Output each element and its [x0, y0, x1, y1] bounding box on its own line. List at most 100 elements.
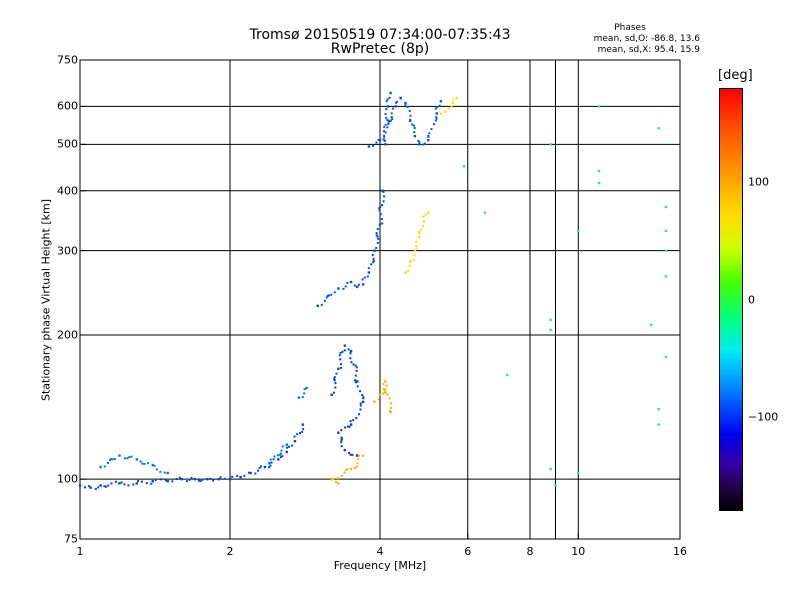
echo-point — [323, 299, 326, 302]
echo-point — [139, 460, 142, 463]
echo-point — [382, 190, 385, 193]
chart-title: Tromsø 20150519 07:34:00-07:35:43 — [249, 27, 511, 43]
echo-point — [286, 446, 289, 449]
x-tick-label: 10 — [571, 545, 586, 558]
echo-point — [361, 283, 365, 286]
echo-point — [383, 195, 386, 198]
echo-point — [340, 438, 343, 441]
echo-point — [382, 130, 385, 133]
echo-point — [153, 464, 156, 467]
echo-point — [417, 139, 420, 142]
echo-point — [409, 114, 412, 117]
echo-point — [355, 465, 358, 468]
echo-point — [296, 433, 299, 436]
echo-point — [657, 127, 660, 130]
colorbar-unit: [deg] — [718, 68, 753, 83]
echo-point — [349, 357, 352, 360]
echo-point — [89, 486, 92, 489]
echo-point — [391, 107, 394, 110]
echo-point — [377, 237, 380, 240]
echo-point — [418, 230, 421, 233]
echo-point — [549, 328, 552, 332]
echo-point — [128, 456, 131, 459]
echo-point — [278, 453, 281, 456]
echo-point — [404, 101, 407, 105]
echo-point — [577, 471, 580, 475]
echo-point — [375, 141, 378, 144]
echo-point — [577, 229, 580, 232]
echo-point — [272, 458, 275, 461]
echo-point — [108, 459, 111, 462]
echo-point — [439, 112, 443, 115]
echo-point — [354, 364, 357, 367]
echo-point — [254, 472, 257, 475]
echo-point — [340, 436, 343, 439]
echo-point — [293, 435, 296, 438]
echo-point — [344, 426, 347, 429]
echo-point — [372, 144, 375, 147]
echo-point — [193, 477, 197, 481]
echo-point — [404, 271, 407, 274]
echo-point — [269, 458, 272, 461]
echo-point — [123, 483, 126, 486]
echo-point — [373, 400, 376, 404]
echo-point — [356, 385, 359, 388]
echo-point — [483, 211, 487, 214]
echo-point — [88, 485, 91, 488]
echo-point — [243, 474, 246, 477]
echo-point — [330, 293, 333, 296]
echo-point — [389, 119, 392, 122]
echo-point — [259, 465, 262, 468]
echo-point — [358, 454, 361, 457]
chart-subtitle: RwPretec (8p) — [330, 41, 430, 57]
echo-point — [379, 213, 382, 216]
echo-point — [339, 363, 342, 366]
echo-point — [159, 470, 162, 473]
x-tick-label: 8 — [526, 545, 534, 558]
echo-point — [302, 428, 305, 431]
echo-point — [411, 123, 414, 126]
x-tick-label: 16 — [673, 545, 687, 558]
echo-point — [339, 351, 342, 354]
echo-point — [427, 139, 430, 142]
echo-point — [649, 323, 653, 327]
echo-point — [357, 283, 360, 286]
echo-point — [432, 123, 435, 126]
echo-point — [370, 263, 373, 266]
echo-point — [346, 425, 349, 428]
echo-point — [378, 209, 381, 212]
echo-point — [349, 467, 353, 471]
echo-point — [597, 181, 601, 185]
echo-point — [428, 132, 431, 135]
echo-point — [103, 465, 106, 468]
echo-point — [384, 123, 387, 126]
x-tick-label: 6 — [464, 545, 472, 558]
echo-point — [462, 165, 466, 168]
echo-point — [198, 479, 201, 482]
echo-point — [151, 480, 155, 483]
echo-point — [103, 485, 106, 488]
echo-point — [390, 116, 393, 119]
echo-point — [351, 453, 354, 456]
colorbar-tick-label: 100 — [748, 175, 769, 189]
echo-point — [285, 443, 288, 446]
echo-point — [141, 462, 144, 465]
phase-stats: Phases mean, sd,O: -86.8, 13.6 mean, sd,… — [560, 23, 700, 56]
echo-point — [362, 396, 365, 399]
echo-point — [438, 104, 441, 107]
echo-point — [435, 117, 438, 120]
echo-point — [188, 478, 191, 481]
echo-point — [350, 361, 353, 364]
echo-point — [219, 476, 222, 479]
echo-point — [104, 485, 107, 488]
echo-point — [190, 476, 193, 479]
y-tick-label: 750 — [57, 53, 78, 67]
echo-point — [387, 120, 390, 123]
echo-point — [118, 454, 121, 457]
echo-point — [349, 349, 353, 353]
echo-point — [223, 477, 226, 480]
echo-point — [280, 449, 283, 452]
echo-point — [424, 213, 427, 216]
echo-point — [430, 128, 433, 131]
echo-point — [359, 404, 362, 407]
